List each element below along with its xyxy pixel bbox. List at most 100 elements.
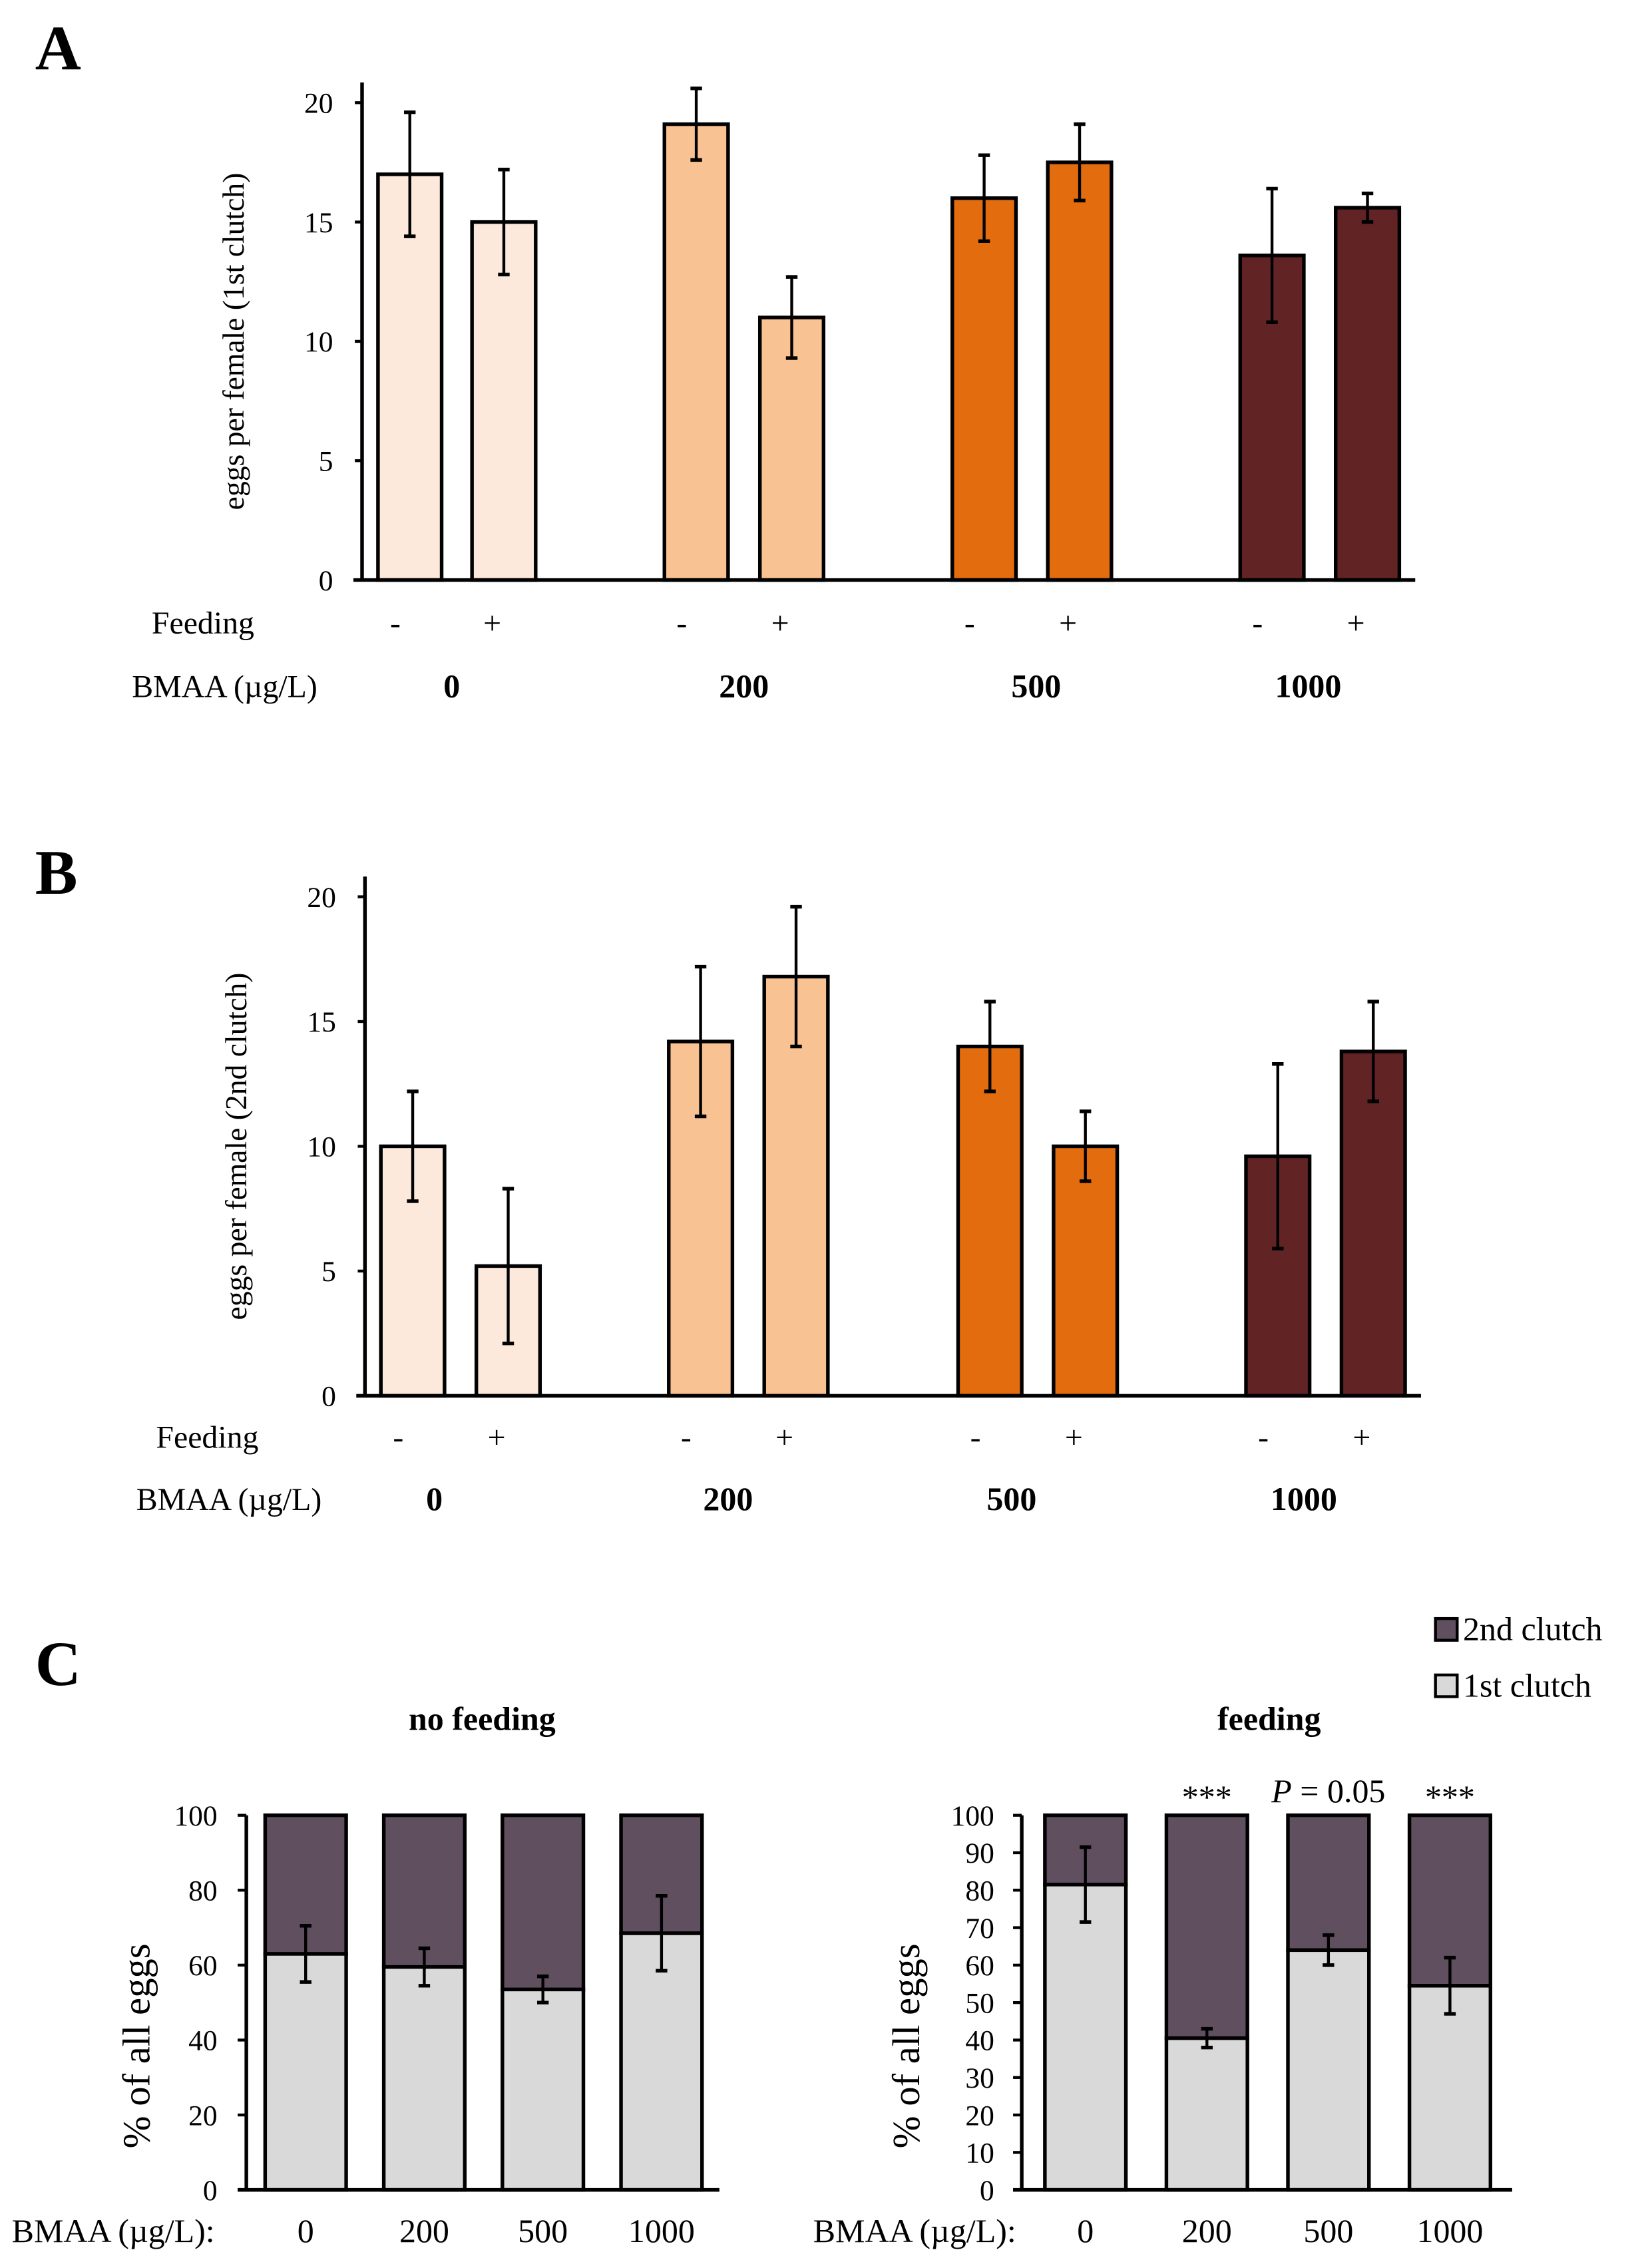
panel-a-bar: [1334, 206, 1402, 582]
panel-b-feeding-tick-label: +: [1352, 1420, 1370, 1455]
panel-c-feeding-y-tick-label: 0: [980, 2175, 994, 2207]
panel-a-y-tick-label: 15: [304, 207, 333, 239]
panel-c-no-feeding-x-tick-label: 500: [518, 2212, 568, 2249]
panel-b-bar: [956, 1044, 1024, 1398]
panel-c-feeding-bar-1st-clutch: [1407, 1984, 1493, 2192]
panel-c-feeding-title: feeding: [1217, 1700, 1321, 1737]
panel-c-feeding-significance-label: ***: [1425, 1778, 1475, 1815]
panel-c-no-feeding-bar-2nd-clutch: [381, 1813, 467, 1969]
panel-c-no-feeding-y-axis-label: % of all eggs: [114, 1943, 158, 2148]
panel-b-bar: [1339, 1049, 1407, 1398]
panel-a-bar: [376, 172, 444, 582]
legend-label-1st-clutch: 1st clutch: [1463, 1666, 1591, 1704]
panel-a-feeding-tick-label: +: [483, 606, 501, 641]
panel-c-feeding-x-tick-label: 0: [1077, 2212, 1094, 2249]
panel-c-feeding-x-tick-label: 500: [1303, 2212, 1353, 2249]
panel-c-feeding-bar-1st-clutch: [1286, 1948, 1371, 2192]
panel-b-feeding-tick-label: -: [393, 1420, 403, 1455]
panel-c-feeding-y-tick-label: 100: [951, 1800, 994, 1832]
panel-b-bmaa-label: BMAA (µg/L): [136, 1482, 321, 1517]
panel-c-no-feeding-x-tick-label: 200: [399, 2212, 449, 2249]
panel-c-feeding-x-tick-label: 200: [1182, 2212, 1232, 2249]
panel-a-bmaa-group-label: 500: [1011, 667, 1061, 705]
panel-b-y-tick-label: 15: [307, 1006, 335, 1038]
panel-b-feeding-tick-label: -: [970, 1420, 981, 1455]
panel-a-feeding-tick-label: +: [771, 606, 789, 641]
panel-c-no-feeding-bar-1st-clutch: [619, 1931, 704, 2192]
panel-a-feeding-tick-label: -: [676, 606, 687, 641]
panel-b-y-axis-label: eggs per female (2nd clutch): [219, 973, 253, 1320]
panel-c-feeding-x-axis-label: BMAA (µg/L):: [813, 2212, 1016, 2249]
panel-c-feeding-bar-2nd-clutch: [1286, 1813, 1371, 1953]
panel-b-bmaa-group-label: 200: [703, 1480, 753, 1517]
legend-label-2nd-clutch: 2nd clutch: [1463, 1610, 1603, 1648]
panel-c-no-feeding-bar-1st-clutch: [381, 1965, 467, 2192]
panel-a-bar: [1046, 160, 1114, 582]
panel-a-feeding-tick-label: -: [390, 606, 401, 641]
panel-c-no-feeding-x-tick-label: 1000: [628, 2212, 695, 2249]
panel-a-bmaa-group-label: 200: [719, 667, 769, 705]
legend-swatch-1st-clutch: [1434, 1673, 1459, 1698]
panel-c-feeding-y-tick-label: 30: [965, 2062, 994, 2094]
legend-swatch-2nd-clutch: [1434, 1616, 1459, 1642]
panel-c-feeding-bar-1st-clutch: [1043, 1883, 1128, 2192]
panel-c-feeding-y-tick-label: 40: [965, 2025, 994, 2057]
panel-a-label: A: [35, 13, 81, 83]
panel-a-bmaa-group-label: 1000: [1275, 667, 1341, 705]
panel-a-feeding-tick-label: +: [1347, 606, 1365, 641]
panel-a-feeding-tick-label: -: [1252, 606, 1263, 641]
panel-c-feeding-x-tick-label: 1000: [1416, 2212, 1483, 2249]
panel-c-feeding-significance-label: ***: [1182, 1778, 1232, 1815]
panel-b-feeding-tick-label: +: [488, 1420, 506, 1455]
panel-b-bmaa-group-label: 1000: [1271, 1480, 1337, 1517]
panel-c-no-feeding-x-axis-label: BMAA (µg/L):: [12, 2212, 215, 2249]
panel-b-feeding-tick-label: -: [681, 1420, 692, 1455]
panel-a-bar: [950, 196, 1018, 582]
panel-b-y-tick-label: 0: [321, 1381, 336, 1413]
panel-c-no-feeding-bar-1st-clutch: [501, 1987, 586, 2192]
panel-c-feeding-y-tick-label: 60: [965, 1950, 994, 1982]
panel-a-feeding-tick-label: -: [964, 606, 975, 641]
panel-c-no-feeding-title: no feeding: [409, 1700, 556, 1737]
panel-c-no-feeding-x-tick-label: 0: [298, 2212, 314, 2249]
panel-c-feeding-y-axis-label: % of all eggs: [885, 1943, 928, 2148]
panel-c-feeding-y-tick-label: 20: [965, 2100, 994, 2132]
panel-b-feeding-tick-label: -: [1258, 1420, 1269, 1455]
panel-a-y-tick-label: 20: [304, 88, 333, 120]
panel-a-bar: [662, 122, 730, 582]
panel-c-feeding-y-tick-label: 70: [965, 1913, 994, 1945]
panel-c-no-feeding-y-tick-label: 0: [203, 2175, 218, 2207]
panel-c-feeding-significance-label: P = 0.05: [1271, 1772, 1385, 1809]
panel-c-no-feeding-bar-2nd-clutch: [501, 1813, 586, 1992]
panel-a-feeding-label: Feeding: [152, 606, 254, 641]
panel-c-label: C: [35, 1628, 81, 1699]
panel-c-no-feeding-y-tick-label: 40: [188, 2025, 217, 2057]
panel-b-bmaa-group-label: 500: [986, 1480, 1036, 1517]
panel-c-feeding-bar-2nd-clutch: [1164, 1813, 1249, 2040]
panel-c-feeding-y-tick-label: 80: [965, 1875, 994, 1907]
panel-c-feeding-y-tick-label: 90: [965, 1837, 994, 1869]
panel-c-no-feeding-y-tick-label: 60: [188, 1950, 217, 1982]
panel-a-bmaa-group-label: 0: [443, 667, 460, 705]
panel-a-y-axis-label: eggs per female (1st clutch): [216, 173, 250, 510]
panel-c-no-feeding-y-tick-label: 20: [188, 2100, 217, 2132]
panel-b-y-tick-label: 20: [307, 882, 335, 914]
panel-b-feeding-tick-label: +: [775, 1420, 793, 1455]
panel-c-feeding-bar-1st-clutch: [1164, 2036, 1249, 2192]
panel-a-y-tick-label: 0: [319, 565, 333, 597]
panel-a-feeding-tick-label: +: [1059, 606, 1077, 641]
panel-b-y-tick-label: 10: [307, 1131, 335, 1163]
panel-a-y-tick-label: 5: [319, 445, 333, 477]
panel-c-feeding-y-tick-label: 10: [965, 2138, 994, 2170]
panel-a-y-tick-label: 10: [304, 326, 333, 358]
panel-b-bar: [1052, 1144, 1120, 1398]
panel-b-bmaa-group-label: 0: [426, 1480, 443, 1517]
panel-c-no-feeding-bar-1st-clutch: [263, 1952, 348, 2192]
panel-b-feeding-tick-label: +: [1065, 1420, 1083, 1455]
panel-a-bar: [757, 315, 826, 582]
panel-b-y-tick-label: 5: [321, 1256, 336, 1288]
panel-b-label: B: [35, 837, 78, 908]
panel-c-no-feeding-y-tick-label: 80: [188, 1875, 217, 1907]
panel-c-no-feeding-y-tick-label: 100: [174, 1800, 217, 1832]
